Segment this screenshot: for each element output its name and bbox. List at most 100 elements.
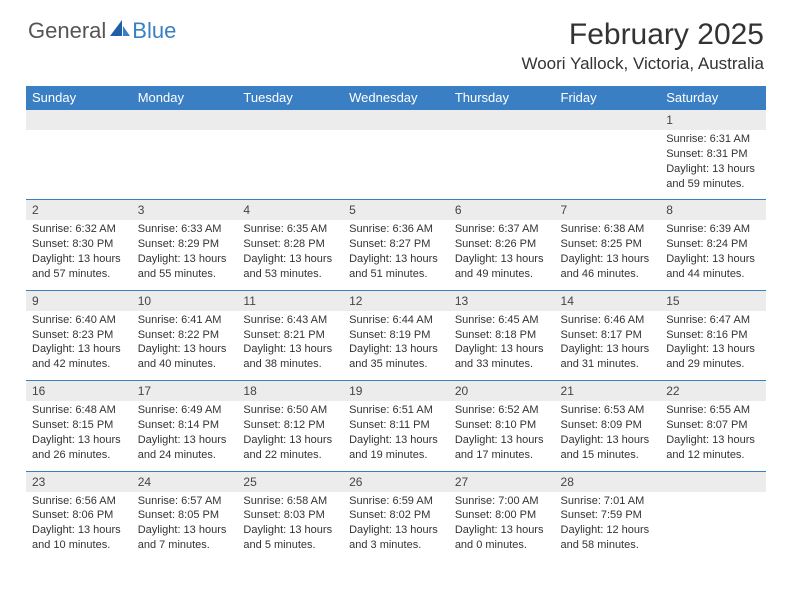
sunrise-text: Sunrise: 6:39 AM <box>666 222 760 237</box>
daylight-text: and 19 minutes. <box>349 448 443 463</box>
daylight-text: and 55 minutes. <box>138 267 232 282</box>
day-content-cell: Sunrise: 6:46 AMSunset: 8:17 PMDaylight:… <box>555 311 661 381</box>
day-number-cell <box>237 110 343 131</box>
sunrise-text: Sunrise: 6:57 AM <box>138 494 232 509</box>
day-header: Tuesday <box>237 86 343 110</box>
day-content-cell: Sunrise: 6:58 AMSunset: 8:03 PMDaylight:… <box>237 492 343 561</box>
day-content-cell: Sunrise: 6:39 AMSunset: 8:24 PMDaylight:… <box>660 220 766 290</box>
day-content-cell: Sunrise: 6:41 AMSunset: 8:22 PMDaylight:… <box>132 311 238 381</box>
sunset-text: Sunset: 8:07 PM <box>666 418 760 433</box>
sunset-text: Sunset: 8:00 PM <box>455 508 549 523</box>
day-number-cell: 27 <box>449 471 555 492</box>
daylight-text: and 33 minutes. <box>455 357 549 372</box>
day-number-cell: 24 <box>132 471 238 492</box>
daylight-text: Daylight: 13 hours <box>138 433 232 448</box>
sunrise-text: Sunrise: 6:49 AM <box>138 403 232 418</box>
sunset-text: Sunset: 8:18 PM <box>455 328 549 343</box>
day-number-cell: 12 <box>343 290 449 311</box>
daylight-text: Daylight: 13 hours <box>349 342 443 357</box>
sunset-text: Sunset: 8:24 PM <box>666 237 760 252</box>
daylight-text: Daylight: 12 hours <box>561 523 655 538</box>
sunset-text: Sunset: 8:11 PM <box>349 418 443 433</box>
day-content-cell: Sunrise: 6:40 AMSunset: 8:23 PMDaylight:… <box>26 311 132 381</box>
daylight-text: Daylight: 13 hours <box>666 342 760 357</box>
day-number-cell <box>555 110 661 131</box>
daylight-text: and 49 minutes. <box>455 267 549 282</box>
sunset-text: Sunset: 8:28 PM <box>243 237 337 252</box>
sunrise-text: Sunrise: 6:41 AM <box>138 313 232 328</box>
day-number-cell: 26 <box>343 471 449 492</box>
day-number-row: 16171819202122 <box>26 381 766 402</box>
sunset-text: Sunset: 8:05 PM <box>138 508 232 523</box>
daylight-text: and 15 minutes. <box>561 448 655 463</box>
daylight-text: Daylight: 13 hours <box>561 252 655 267</box>
day-content-cell: Sunrise: 7:00 AMSunset: 8:00 PMDaylight:… <box>449 492 555 561</box>
daylight-text: Daylight: 13 hours <box>138 252 232 267</box>
day-content-cell: Sunrise: 6:43 AMSunset: 8:21 PMDaylight:… <box>237 311 343 381</box>
daylight-text: Daylight: 13 hours <box>455 252 549 267</box>
sunset-text: Sunset: 8:09 PM <box>561 418 655 433</box>
title-block: February 2025 Woori Yallock, Victoria, A… <box>521 18 764 74</box>
day-content-cell: Sunrise: 6:51 AMSunset: 8:11 PMDaylight:… <box>343 401 449 471</box>
day-number-cell: 21 <box>555 381 661 402</box>
daylight-text: Daylight: 13 hours <box>32 433 126 448</box>
daylight-text: Daylight: 13 hours <box>243 523 337 538</box>
sunrise-text: Sunrise: 6:47 AM <box>666 313 760 328</box>
day-number-cell <box>26 110 132 131</box>
day-content-row: Sunrise: 6:40 AMSunset: 8:23 PM Daylight:… <box>26 311 766 381</box>
day-number-cell: 8 <box>660 200 766 221</box>
sunset-text: Sunset: 8:21 PM <box>243 328 337 343</box>
brand-logo: General Blue <box>28 18 176 44</box>
sunset-text: Sunset: 8:25 PM <box>561 237 655 252</box>
daylight-text: Daylight: 13 hours <box>455 433 549 448</box>
day-number-cell <box>660 471 766 492</box>
day-content-cell: Sunrise: 6:59 AMSunset: 8:02 PMDaylight:… <box>343 492 449 561</box>
day-content-cell: Sunrise: 6:33 AMSunset: 8:29 PMDaylight:… <box>132 220 238 290</box>
daylight-text: Daylight: 13 hours <box>666 162 760 177</box>
daylight-text: and 17 minutes. <box>455 448 549 463</box>
day-number-cell: 10 <box>132 290 238 311</box>
sunset-text: Sunset: 7:59 PM <box>561 508 655 523</box>
day-number-row: 9101112131415 <box>26 290 766 311</box>
sunrise-text: Sunrise: 6:56 AM <box>32 494 126 509</box>
sunrise-text: Sunrise: 6:31 AM <box>666 132 760 147</box>
sunrise-text: Sunrise: 6:50 AM <box>243 403 337 418</box>
day-content-row: Sunrise: 6:31 AMSunset: 8:31 PMDaylight:… <box>26 130 766 200</box>
day-number-cell: 20 <box>449 381 555 402</box>
day-content-cell <box>132 130 238 200</box>
sunset-text: Sunset: 8:23 PM <box>32 328 126 343</box>
sunrise-text: Sunrise: 6:37 AM <box>455 222 549 237</box>
sunset-text: Sunset: 8:06 PM <box>32 508 126 523</box>
daylight-text: and 29 minutes. <box>666 357 760 372</box>
sunset-text: Sunset: 8:27 PM <box>349 237 443 252</box>
day-number-cell: 15 <box>660 290 766 311</box>
daylight-text: and 44 minutes. <box>666 267 760 282</box>
day-number-cell: 3 <box>132 200 238 221</box>
day-content-cell: Sunrise: 7:01 AMSunset: 7:59 PMDaylight:… <box>555 492 661 561</box>
day-number-cell: 22 <box>660 381 766 402</box>
sunrise-text: Sunrise: 6:59 AM <box>349 494 443 509</box>
day-header: Wednesday <box>343 86 449 110</box>
day-number-cell <box>132 110 238 131</box>
sunrise-text: Sunrise: 6:40 AM <box>32 313 126 328</box>
day-content-cell: Sunrise: 6:44 AMSunset: 8:19 PMDaylight:… <box>343 311 449 381</box>
sunrise-text: Sunrise: 6:33 AM <box>138 222 232 237</box>
daylight-text: and 12 minutes. <box>666 448 760 463</box>
brand-part1: General <box>28 18 106 44</box>
daylight-text: and 46 minutes. <box>561 267 655 282</box>
day-number-cell: 16 <box>26 381 132 402</box>
daylight-text: Daylight: 13 hours <box>666 433 760 448</box>
daylight-text: and 51 minutes. <box>349 267 443 282</box>
daylight-text: and 5 minutes. <box>243 538 337 553</box>
daylight-text: Daylight: 13 hours <box>455 342 549 357</box>
day-number-row: 232425262728 <box>26 471 766 492</box>
daylight-text: and 59 minutes. <box>666 177 760 192</box>
day-number-cell: 13 <box>449 290 555 311</box>
day-content-cell: Sunrise: 6:47 AMSunset: 8:16 PMDaylight:… <box>660 311 766 381</box>
day-content-cell: Sunrise: 6:53 AMSunset: 8:09 PMDaylight:… <box>555 401 661 471</box>
day-number-cell: 7 <box>555 200 661 221</box>
daylight-text: Daylight: 13 hours <box>138 342 232 357</box>
day-number-cell: 17 <box>132 381 238 402</box>
sunset-text: Sunset: 8:26 PM <box>455 237 549 252</box>
day-content-cell: Sunrise: 6:37 AMSunset: 8:26 PMDaylight:… <box>449 220 555 290</box>
